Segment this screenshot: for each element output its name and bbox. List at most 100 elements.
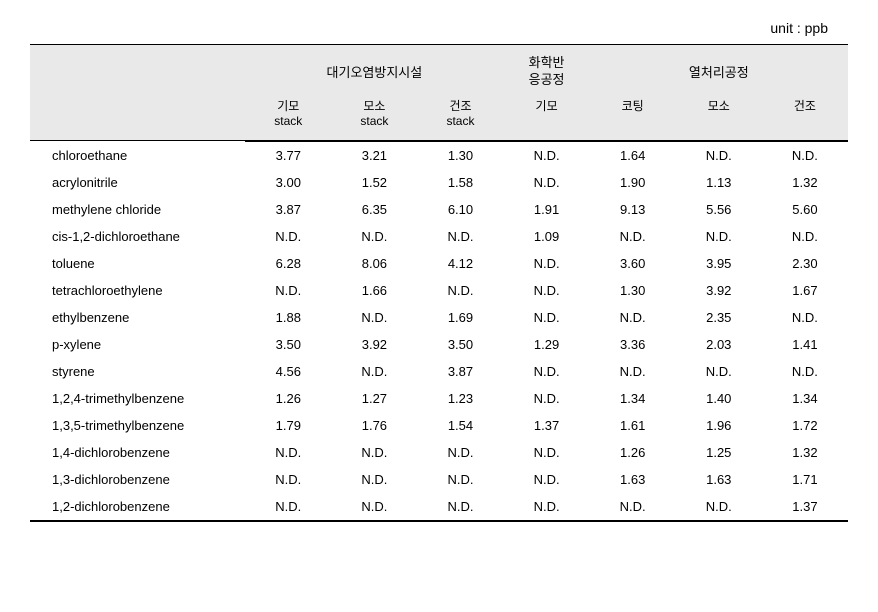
data-cell: 3.92 <box>676 277 762 304</box>
table-header: 대기오염방지시설 화학반 응공정 열처리공정 기모 stack 모소 stack… <box>30 45 848 141</box>
table-row: tetrachloroethyleneN.D.1.66N.D.N.D.1.303… <box>30 277 848 304</box>
subheader-col2-line2: stack <box>335 114 413 130</box>
table-row: acrylonitrile3.001.521.58N.D.1.901.131.3… <box>30 169 848 196</box>
data-cell: 1.34 <box>762 385 848 412</box>
data-cell: 1.88 <box>245 304 331 331</box>
data-cell: 8.06 <box>331 250 417 277</box>
subheader-col4: 기모 <box>504 95 590 141</box>
header-group-row: 대기오염방지시설 화학반 응공정 열처리공정 <box>30 45 848 95</box>
subheader-col2: 모소 stack <box>331 95 417 141</box>
data-cell: N.D. <box>504 277 590 304</box>
data-cell: N.D. <box>504 493 590 521</box>
data-cell: N.D. <box>504 304 590 331</box>
data-cell: 1.90 <box>590 169 676 196</box>
data-cell: 1.30 <box>590 277 676 304</box>
data-cell: 5.56 <box>676 196 762 223</box>
subheader-col3-line1: 건조 <box>421 99 499 115</box>
data-cell: 9.13 <box>590 196 676 223</box>
subheader-col1-line1: 기모 <box>249 99 327 115</box>
table-row: 1,3,5-trimethylbenzene1.791.761.541.371.… <box>30 412 848 439</box>
unit-label: unit : ppb <box>30 20 848 36</box>
data-cell: 1.61 <box>590 412 676 439</box>
data-cell: N.D. <box>245 277 331 304</box>
table-body: chloroethane3.773.211.30N.D.1.64N.D.N.D.… <box>30 141 848 521</box>
compound-name-cell: 1,2-dichlorobenzene <box>30 493 245 521</box>
data-cell: 1.23 <box>417 385 503 412</box>
data-cell: 1.72 <box>762 412 848 439</box>
data-cell: 5.60 <box>762 196 848 223</box>
data-cell: 1.58 <box>417 169 503 196</box>
data-cell: 3.77 <box>245 141 331 169</box>
data-cell: N.D. <box>504 439 590 466</box>
data-cell: 1.09 <box>504 223 590 250</box>
data-cell: N.D. <box>417 439 503 466</box>
data-cell: 1.52 <box>331 169 417 196</box>
data-cell: N.D. <box>590 358 676 385</box>
subheader-col7: 건조 <box>762 95 848 141</box>
data-cell: N.D. <box>504 358 590 385</box>
data-cell: N.D. <box>331 223 417 250</box>
table-row: 1,4-dichlorobenzeneN.D.N.D.N.D.N.D.1.261… <box>30 439 848 466</box>
data-cell: 3.60 <box>590 250 676 277</box>
data-cell: N.D. <box>676 223 762 250</box>
header-group-2: 화학반 응공정 <box>504 45 590 95</box>
data-cell: N.D. <box>417 277 503 304</box>
data-cell: 3.50 <box>245 331 331 358</box>
header-empty-corner <box>30 45 245 141</box>
data-cell: N.D. <box>245 223 331 250</box>
compound-name-cell: methylene chloride <box>30 196 245 223</box>
subheader-col3-line2: stack <box>421 114 499 130</box>
data-cell: 1.66 <box>331 277 417 304</box>
data-cell: N.D. <box>504 466 590 493</box>
data-cell: 2.30 <box>762 250 848 277</box>
data-cell: 1.29 <box>504 331 590 358</box>
data-cell: N.D. <box>504 141 590 169</box>
compound-name-cell: chloroethane <box>30 141 245 169</box>
data-cell: 1.25 <box>676 439 762 466</box>
data-cell: 1.67 <box>762 277 848 304</box>
compound-name-cell: 1,4-dichlorobenzene <box>30 439 245 466</box>
subheader-col1-line2: stack <box>249 114 327 130</box>
data-cell: 1.76 <box>331 412 417 439</box>
data-cell: N.D. <box>331 466 417 493</box>
compound-name-cell: 1,3,5-trimethylbenzene <box>30 412 245 439</box>
table-row: toluene6.288.064.12N.D.3.603.952.30 <box>30 250 848 277</box>
data-cell: 1.69 <box>417 304 503 331</box>
data-cell: N.D. <box>245 493 331 521</box>
data-cell: 1.63 <box>590 466 676 493</box>
data-cell: 1.30 <box>417 141 503 169</box>
compound-name-cell: toluene <box>30 250 245 277</box>
table-row: 1,3-dichlorobenzeneN.D.N.D.N.D.N.D.1.631… <box>30 466 848 493</box>
data-cell: N.D. <box>762 223 848 250</box>
header-group-3: 열처리공정 <box>590 45 848 95</box>
data-cell: 6.35 <box>331 196 417 223</box>
data-cell: 3.92 <box>331 331 417 358</box>
data-cell: N.D. <box>417 466 503 493</box>
data-cell: 1.37 <box>504 412 590 439</box>
data-cell: N.D. <box>331 358 417 385</box>
compound-name-cell: cis-1,2-dichloroethane <box>30 223 245 250</box>
table-row: methylene chloride3.876.356.101.919.135.… <box>30 196 848 223</box>
data-cell: 1.34 <box>590 385 676 412</box>
data-cell: 3.21 <box>331 141 417 169</box>
compound-name-cell: acrylonitrile <box>30 169 245 196</box>
data-cell: 1.32 <box>762 169 848 196</box>
data-cell: N.D. <box>245 466 331 493</box>
subheader-col6: 모소 <box>676 95 762 141</box>
header-group-2-line2: 응공정 <box>508 72 586 89</box>
data-cell: 1.79 <box>245 412 331 439</box>
table-row: styrene4.56N.D.3.87N.D.N.D.N.D.N.D. <box>30 358 848 385</box>
data-cell: N.D. <box>590 493 676 521</box>
data-cell: 2.03 <box>676 331 762 358</box>
data-cell: 1.63 <box>676 466 762 493</box>
header-group-1: 대기오염방지시설 <box>245 45 503 95</box>
data-cell: 1.96 <box>676 412 762 439</box>
data-cell: N.D. <box>762 358 848 385</box>
table-row: cis-1,2-dichloroethaneN.D.N.D.N.D.1.09N.… <box>30 223 848 250</box>
header-group-2-line1: 화학반 <box>508 55 586 72</box>
data-cell: 1.41 <box>762 331 848 358</box>
data-cell: N.D. <box>331 493 417 521</box>
data-cell: N.D. <box>676 493 762 521</box>
data-cell: 4.56 <box>245 358 331 385</box>
data-cell: N.D. <box>504 169 590 196</box>
